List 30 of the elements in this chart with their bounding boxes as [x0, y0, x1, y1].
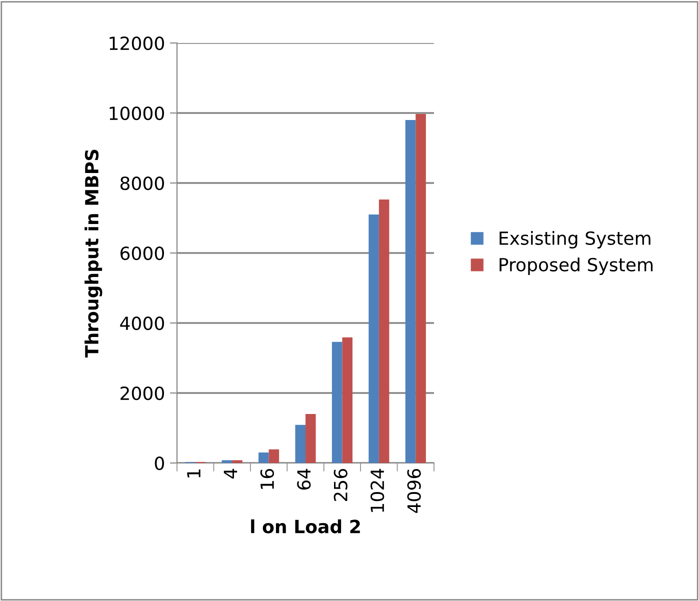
x-axis-title: l on Load 2 [251, 519, 360, 534]
y-tick-label: 6000 [120, 246, 164, 260]
x-tick-label: 64 [297, 468, 311, 490]
legend-label: Proposed System [500, 258, 653, 275]
x-tick-label: 1 [187, 470, 200, 478]
bar [405, 120, 416, 463]
y-tick-label: 2000 [120, 386, 164, 400]
bar [258, 452, 269, 463]
y-tick-label: 4000 [120, 316, 164, 330]
bar [378, 199, 390, 463]
bar [416, 114, 426, 463]
y-axis-title: Throughput in MBPS [84, 150, 102, 358]
bar [368, 214, 379, 463]
bar [232, 460, 242, 463]
bar [295, 424, 306, 463]
x-tick-label: 256 [334, 469, 348, 501]
bar [342, 337, 352, 463]
x-tick-label: 4 [224, 468, 238, 478]
bar [332, 342, 342, 463]
y-tick-label: 10000 [110, 106, 164, 120]
x-tick-label: 16 [260, 469, 274, 489]
bar [306, 414, 316, 463]
y-tick-label: 0 [154, 456, 164, 470]
y-tick-label: 12000 [110, 36, 164, 50]
bar [268, 449, 280, 463]
x-tick-label: 1024 [370, 468, 384, 512]
y-tick-label: 8000 [120, 176, 164, 190]
x-tick-label: 4096 [407, 469, 421, 513]
bar [222, 460, 232, 463]
legend-label: Exsisting System [500, 231, 650, 248]
